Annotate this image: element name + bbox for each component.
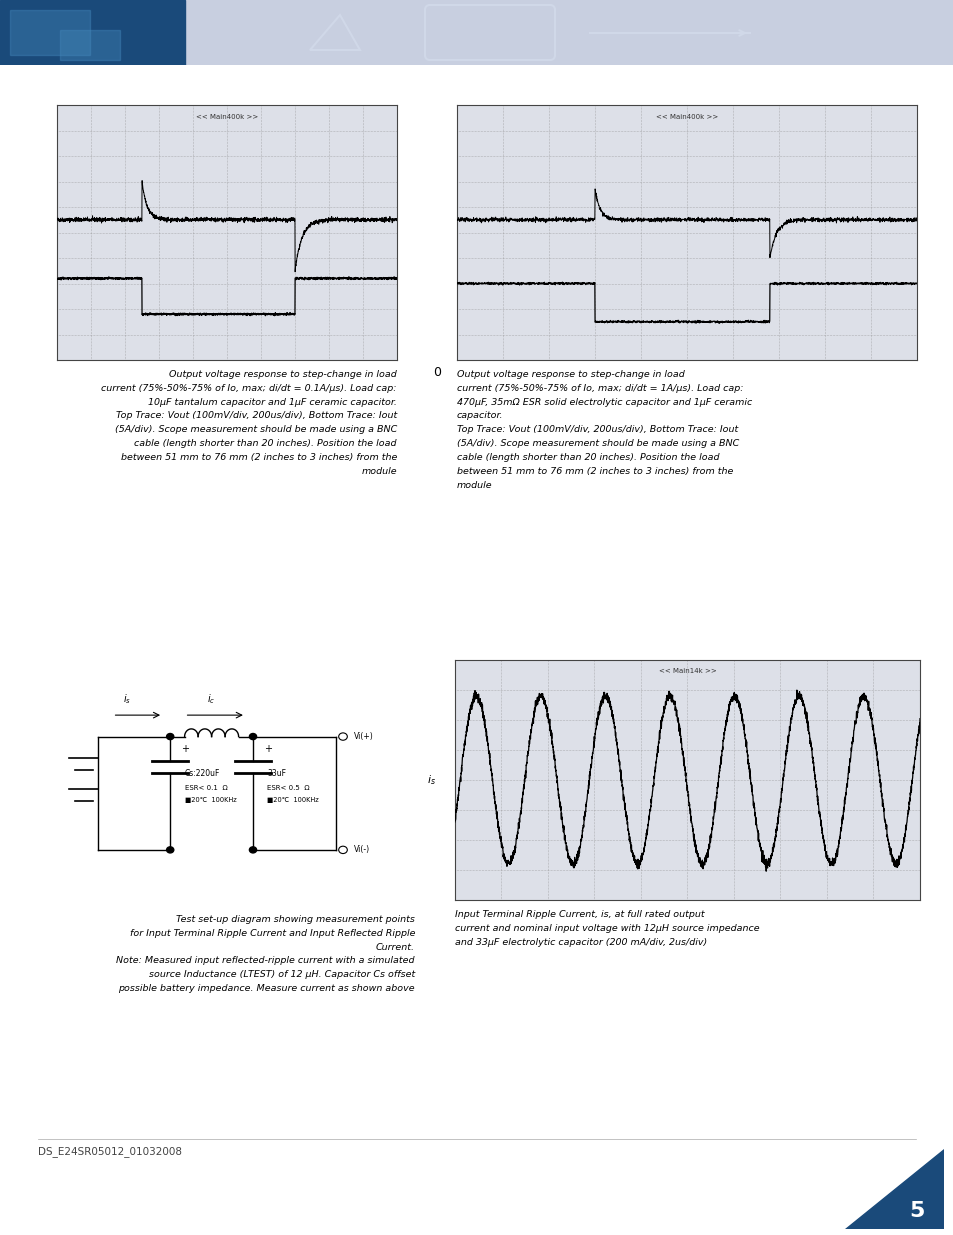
Text: source Inductance (LTEST) of 12 μH. Capacitor Cs offset: source Inductance (LTEST) of 12 μH. Capa… <box>149 971 415 979</box>
Text: ESR< 0.1  Ω: ESR< 0.1 Ω <box>185 785 227 792</box>
Text: Test set-up diagram showing measurement points: Test set-up diagram showing measurement … <box>176 915 415 924</box>
Polygon shape <box>844 1149 943 1229</box>
Text: module: module <box>361 467 396 475</box>
Text: Vi(-): Vi(-) <box>354 846 370 855</box>
Text: 5: 5 <box>908 1202 923 1221</box>
Text: $i_s$: $i_s$ <box>427 773 436 787</box>
Text: $i_c$: $i_c$ <box>207 692 215 706</box>
Text: cable (length shorter than 20 inches). Position the load: cable (length shorter than 20 inches). P… <box>456 453 719 462</box>
Text: 33uF: 33uF <box>267 769 286 778</box>
Text: current (75%-50%-75% of Io, max; di/dt = 1A/μs). Load cap:: current (75%-50%-75% of Io, max; di/dt =… <box>456 384 742 393</box>
Text: +: + <box>181 743 189 753</box>
Text: 470μF, 35mΩ ESR solid electrolytic capacitor and 1μF ceramic: 470μF, 35mΩ ESR solid electrolytic capac… <box>456 398 752 406</box>
Text: current and nominal input voltage with 12μH source impedance: current and nominal input voltage with 1… <box>455 924 759 932</box>
Bar <box>10 10 90 56</box>
Text: << Main14k >>: << Main14k >> <box>658 668 716 674</box>
Text: << Main400k >>: << Main400k >> <box>195 114 258 120</box>
Circle shape <box>338 732 347 740</box>
Text: between 51 mm to 76 mm (2 inches to 3 inches) from the: between 51 mm to 76 mm (2 inches to 3 in… <box>456 467 733 475</box>
Bar <box>60 30 120 61</box>
Text: ■20℃  100KHz: ■20℃ 100KHz <box>267 798 319 804</box>
Text: module: module <box>456 480 492 489</box>
Text: capacitor.: capacitor. <box>456 411 503 420</box>
Text: +: + <box>264 743 272 753</box>
Text: Cs:220uF: Cs:220uF <box>185 769 220 778</box>
Circle shape <box>338 846 347 853</box>
Text: (5A/div). Scope measurement should be made using a BNC: (5A/div). Scope measurement should be ma… <box>114 425 396 435</box>
Text: 10μF tantalum capacitor and 1μF ceramic capacitor.: 10μF tantalum capacitor and 1μF ceramic … <box>148 398 396 406</box>
Text: between 51 mm to 76 mm (2 inches to 3 inches) from the: between 51 mm to 76 mm (2 inches to 3 in… <box>120 453 396 462</box>
Text: 0: 0 <box>433 366 440 379</box>
Text: $i_s$: $i_s$ <box>123 692 131 706</box>
Text: Input Terminal Ripple Current, is, at full rated output: Input Terminal Ripple Current, is, at fu… <box>455 910 704 919</box>
Text: (5A/div). Scope measurement should be made using a BNC: (5A/div). Scope measurement should be ma… <box>456 438 739 448</box>
Text: Output voltage response to step-change in load: Output voltage response to step-change i… <box>456 369 684 379</box>
Text: Top Trace: Vout (100mV/div, 200us/div), Bottom Trace: Iout: Top Trace: Vout (100mV/div, 200us/div), … <box>456 425 738 435</box>
Text: current (75%-50%-75% of Io, max; di/dt = 0.1A/μs). Load cap:: current (75%-50%-75% of Io, max; di/dt =… <box>101 384 396 393</box>
Text: Top Trace: Vout (100mV/div, 200us/div), Bottom Trace: Iout: Top Trace: Vout (100mV/div, 200us/div), … <box>115 411 396 420</box>
Text: Current.: Current. <box>375 942 415 951</box>
Text: ESR< 0.5  Ω: ESR< 0.5 Ω <box>267 785 310 792</box>
Text: possible battery impedance. Measure current as shown above: possible battery impedance. Measure curr… <box>118 984 415 993</box>
Text: cable (length shorter than 20 inches). Position the load: cable (length shorter than 20 inches). P… <box>134 438 396 448</box>
Text: << Main400k >>: << Main400k >> <box>655 114 718 120</box>
Text: Note: Measured input reflected-ripple current with a simulated: Note: Measured input reflected-ripple cu… <box>116 956 415 966</box>
Text: for Input Terminal Ripple Current and Input Reflected Ripple: for Input Terminal Ripple Current and In… <box>130 929 415 937</box>
Text: DS_E24SR05012_01032008: DS_E24SR05012_01032008 <box>38 1146 182 1157</box>
Text: ■20℃  100KHz: ■20℃ 100KHz <box>185 798 236 804</box>
Circle shape <box>249 847 256 853</box>
Circle shape <box>167 734 173 740</box>
Text: Vi(+): Vi(+) <box>354 732 374 741</box>
Text: Output voltage response to step-change in load: Output voltage response to step-change i… <box>169 369 396 379</box>
Bar <box>0 0 185 65</box>
Circle shape <box>167 847 173 853</box>
Circle shape <box>249 734 256 740</box>
Text: and 33μF electrolytic capacitor (200 mA/div, 2us/div): and 33μF electrolytic capacitor (200 mA/… <box>455 937 706 946</box>
